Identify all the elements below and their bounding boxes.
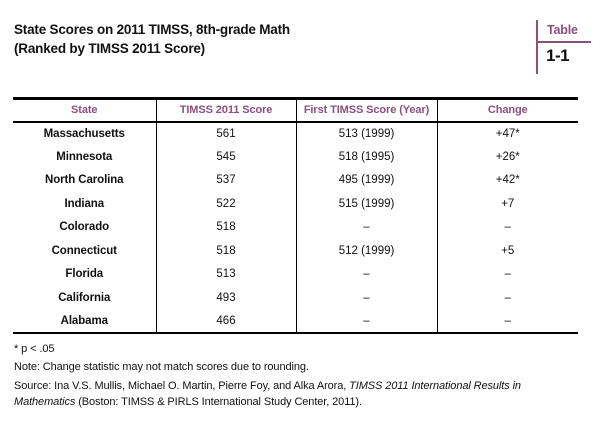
page-title: State Scores on 2011 TIMSS, 8th-grade Ma… [14,20,290,58]
timss-2011-score-cell: 518 [155,239,296,263]
state-cell: California [58,291,111,304]
table-tag-number: 1-1 [546,46,570,65]
table-row: Massachusetts 561 513 (1999) +47* [13,121,578,145]
timss-2011-score-cell: 513 [155,262,296,286]
footnote-source: Source: Ina V.S. Mullis, Michael O. Mart… [14,379,580,410]
timss-2011-score-cell: 493 [155,286,296,310]
first-timss-score-cell: 513 (1999) [295,121,437,145]
table-row: California 493– – [13,286,578,310]
col-header-change: Change [436,98,578,123]
state-cell: Colorado [59,221,110,234]
timss-2011-score-cell: 466 [155,309,296,333]
table-row: North Carolina 537 495 (1999) +42* [13,168,578,192]
timss-2011-score-cell: 522 [155,192,296,216]
state-scores-table: State TIMSS 2011 Score First TIMSS Score… [13,97,578,334]
timss-2011-score-cell: 561 [155,121,296,145]
table-row: Alabama 466– – [13,309,578,333]
first-timss-score-cell: – [295,262,437,286]
first-timss-score-cell: – [295,215,437,239]
table-tag-word: Table [538,20,591,43]
table-row: Colorado 518– – [13,215,578,239]
table-row: Florida 513– – [13,262,578,286]
table-tag: Table 1-1 [536,20,591,74]
first-timss-score-cell: 518 (1995) [295,145,437,169]
state-cell: Indiana [64,197,105,210]
first-timss-score-cell: 512 (1999) [295,239,437,263]
timss-2011-score-cell: 518 [155,215,296,239]
change-cell: +42* [436,168,578,192]
page-title-line2: (Ranked by TIMSS 2011 Score) [14,41,205,56]
footnote-significance: * p < .05 [14,343,55,355]
first-timss-score-cell: 515 (1999) [295,192,437,216]
state-cell: Massachusetts [43,127,125,140]
state-cell: Florida [65,268,104,281]
change-cell: +5 [436,239,578,263]
state-cell: North Carolina [45,174,124,187]
change-cell: – [436,286,578,310]
timss-2011-score-cell: 537 [155,168,296,192]
table-header-row: State TIMSS 2011 Score First TIMSS Score… [13,98,578,123]
col-header-timss-2011-score: TIMSS 2011 Score [155,98,296,123]
state-cell: Alabama [60,314,108,327]
first-timss-score-cell: – [295,309,437,333]
col-header-first-timss-score: First TIMSS Score (Year) [295,98,437,123]
footnote-note: Note: Change statistic may not match sco… [14,361,309,373]
change-cell: +26* [436,145,578,169]
table-row: Connecticut 518 512 (1999) +5 [13,239,578,263]
table-body: Massachusetts 561 513 (1999) +47* Minnesota 5… [13,121,578,333]
col-header-state: State [13,98,156,123]
change-cell: +47* [436,121,578,145]
change-cell: – [436,309,578,333]
page-title-line1: State Scores on 2011 TIMSS, 8th-grade Ma… [14,22,290,37]
change-cell: +7 [436,192,578,216]
footnote-source-suffix: (Boston: TIMSS & PIRLS International Stu… [75,395,362,408]
change-cell: – [436,262,578,286]
table-row: Indiana 522 515 (1999) +7 [13,192,578,216]
state-cell: Connecticut [51,244,117,257]
timss-2011-score-cell: 545 [155,145,296,169]
footnote-source-prefix: Source: Ina V.S. Mullis, Michael O. Mart… [14,380,350,392]
state-cell: Minnesota [56,150,113,163]
first-timss-score-cell: 495 (1999) [295,168,437,192]
first-timss-score-cell: – [295,286,437,310]
change-cell: – [436,215,578,239]
footnote-source-title: TIMSS 2011 International Results in Math… [14,380,521,408]
table-row: Minnesota 545 518 (1995) +26* [13,145,578,169]
